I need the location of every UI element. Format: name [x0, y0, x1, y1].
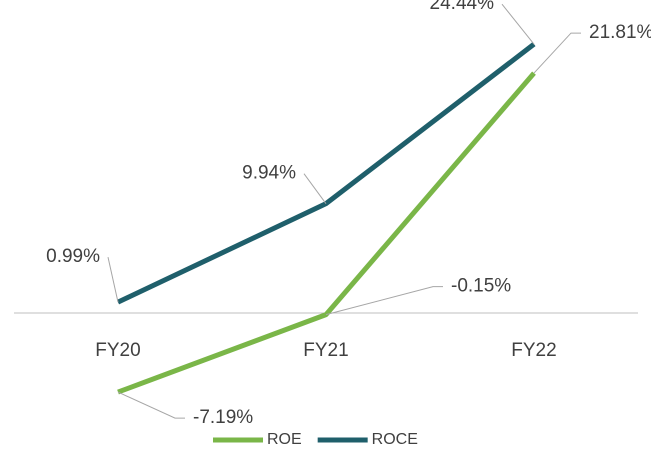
data-label: 21.81%: [589, 22, 651, 43]
legend-label: ROE: [267, 431, 302, 448]
x-tick-label: FY21: [303, 340, 348, 361]
leader-line: [325, 286, 443, 316]
leader-line: [501, 3, 535, 45]
x-tick-label: FY20: [95, 340, 140, 361]
data-label: -7.19%: [193, 407, 253, 428]
leader-line: [533, 32, 581, 74]
series-line: [116, 42, 536, 305]
x-tick-label: FY22: [511, 340, 556, 361]
leader-line: [107, 257, 119, 303]
leader-line: [117, 391, 185, 419]
data-label: 24.44%: [430, 0, 495, 14]
data-label: -0.15%: [451, 276, 511, 297]
legend-label: ROCE: [372, 431, 418, 448]
leader-line: [303, 173, 327, 204]
data-label: 0.99%: [46, 246, 100, 267]
data-label: 9.94%: [242, 163, 296, 184]
